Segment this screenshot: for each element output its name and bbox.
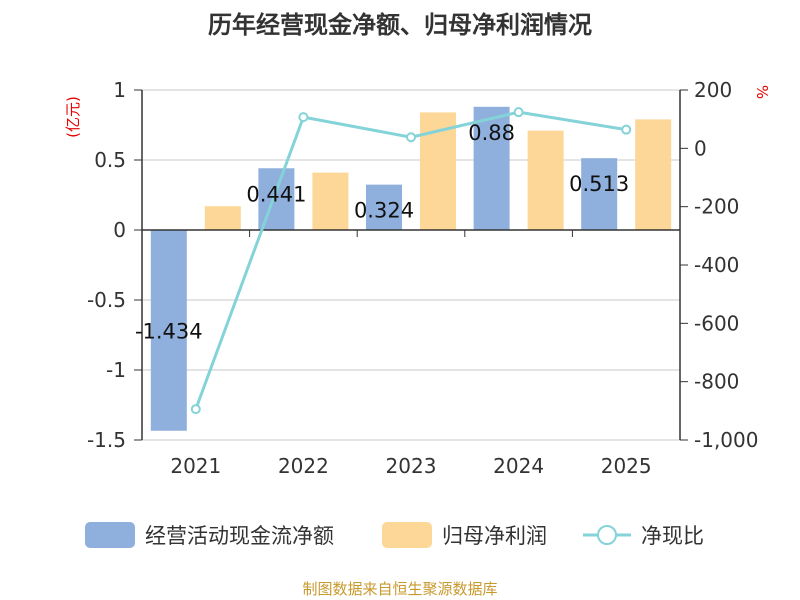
right-axis-unit: % (753, 85, 771, 99)
right-tick-label: -400 (694, 253, 739, 277)
x-tick-label: 2025 (601, 454, 652, 478)
bar-cashflow (473, 106, 510, 230)
data-label: 0.88 (468, 121, 515, 145)
legend-swatch-marker (597, 525, 617, 545)
left-tick-label: -0.5 (87, 288, 126, 312)
left-tick-label: 1 (113, 78, 126, 102)
x-tick-label: 2024 (493, 454, 544, 478)
chart-title: 历年经营现金净额、归母净利润情况 (208, 11, 592, 39)
left-tick-label: -1.5 (87, 428, 126, 452)
right-tick-label: -800 (694, 370, 739, 394)
line-point (190, 404, 201, 415)
line-point (621, 124, 632, 135)
right-tick-label: -1,000 (694, 428, 758, 452)
x-tick-label: 2021 (170, 454, 221, 478)
legend: 经营活动现金流净额 归母净利润 净现比 (85, 522, 704, 548)
left-tick-label: -1 (106, 358, 126, 382)
right-tick-label: 200 (694, 78, 732, 102)
data-label: 0.324 (354, 199, 414, 223)
right-tick-label: -200 (694, 195, 739, 219)
line-point (406, 132, 416, 143)
data-label: 0.441 (246, 182, 306, 206)
line-point (298, 112, 309, 123)
legend-swatch-cashflow (85, 522, 135, 548)
x-tick-label: 2022 (278, 454, 329, 478)
left-tick-label: 0 (113, 218, 126, 242)
x-tick-label: 2023 (386, 454, 437, 478)
data-label: -1.434 (135, 319, 203, 343)
bar-net-profit (204, 206, 241, 230)
bar-net-profit (312, 172, 349, 230)
bar-series-group (150, 106, 672, 431)
legend-label: 经营活动现金流净额 (145, 524, 334, 548)
bar-cashflow (581, 158, 618, 230)
line-series-group (190, 107, 632, 415)
right-tick-label: -600 (694, 311, 739, 335)
legend-label: 净现比 (641, 524, 704, 548)
grid-lines (142, 89, 680, 441)
source-note: 制图数据来自恒生聚源数据库 (302, 580, 497, 598)
legend-label: 归母净利润 (442, 524, 547, 548)
data-labels: -1.434 0.441 0.324 0.88 0.513 (135, 121, 629, 344)
axes: 1 0.5 0 -0.5 -1 -1.5 200 0 -200 -400 -600 -800 -1,00… (87, 78, 759, 478)
right-tick-label: 0 (694, 136, 707, 160)
data-label: 0.513 (569, 172, 629, 196)
line-point (513, 107, 524, 118)
bar-cashflow (366, 184, 402, 230)
bar-net-profit (527, 130, 564, 230)
left-axis-unit: (亿元) (64, 96, 82, 138)
bar-net-profit (635, 119, 672, 230)
legend-swatch-net-profit (382, 522, 432, 548)
bar-cashflow (150, 230, 187, 431)
left-tick-label: 0.5 (94, 148, 126, 172)
